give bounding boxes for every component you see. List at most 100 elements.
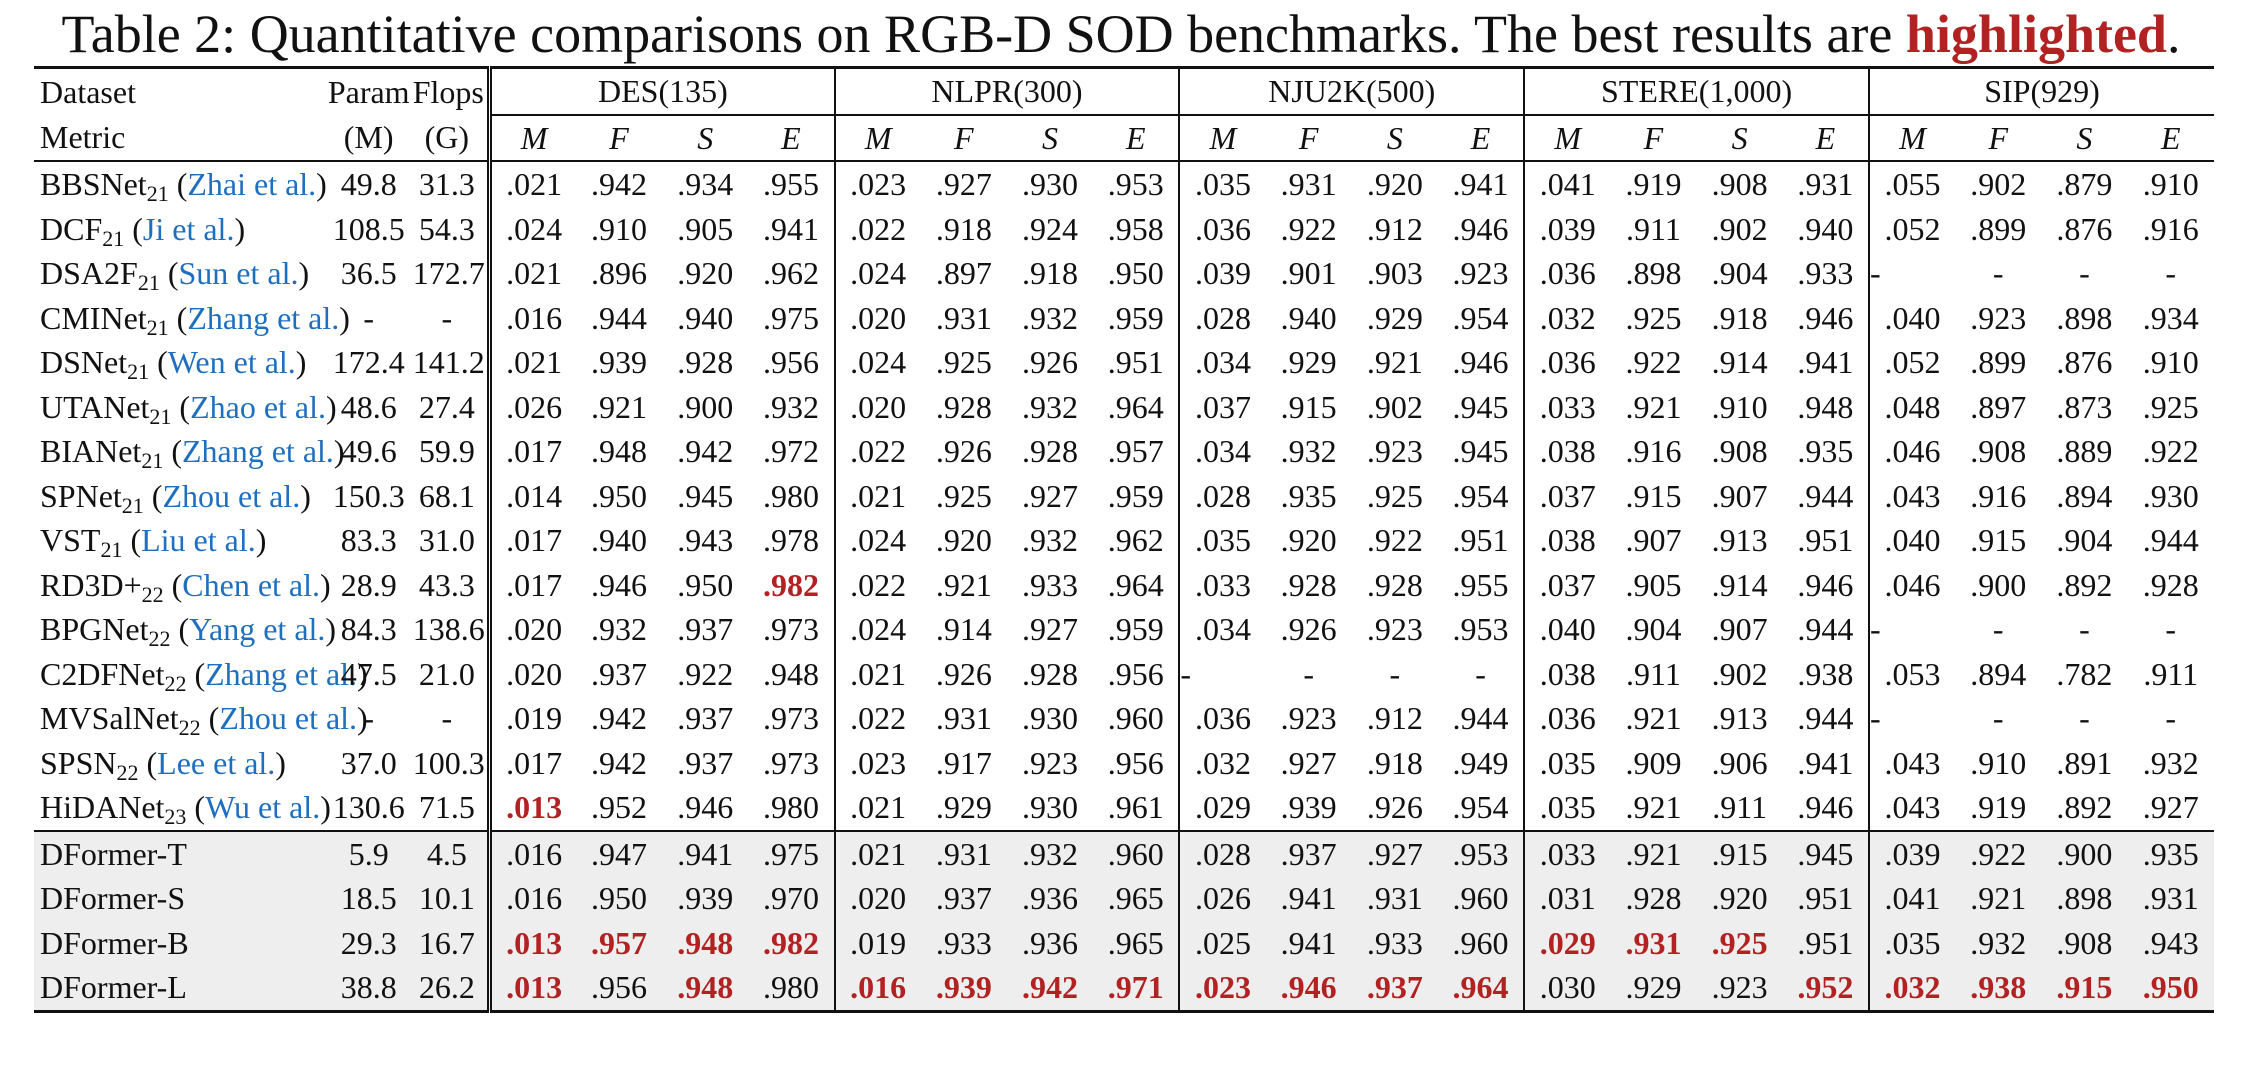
metric-value: .021 (506, 255, 563, 292)
citation-link[interactable]: Ji et al. (142, 210, 235, 247)
citation-link[interactable]: Zhang et al. (205, 655, 358, 692)
metric-value: .903 (1366, 255, 1423, 292)
metric-value: .024 (850, 344, 907, 381)
metric-value: .945 (1782, 829, 1870, 876)
citation-link[interactable]: Zhang et al. (181, 433, 334, 470)
metric-value: .951 (1782, 518, 1870, 563)
citation-link[interactable]: Wu et al. (205, 789, 321, 826)
metric-value: .036 (1194, 210, 1251, 247)
metric-value: .932 (1022, 299, 1079, 336)
metric-value: .918 (1022, 255, 1079, 292)
metric-value: .946 (1782, 295, 1870, 340)
metric-value: .937 (1351, 965, 1438, 1013)
method-cell: HiDANet23 (Wu et al.) (40, 789, 331, 830)
citation-link[interactable]: Chen et al. (182, 566, 320, 603)
double-rule (480, 740, 493, 785)
metric-value: .932 (591, 611, 648, 648)
metric-value: .032 (1868, 965, 1956, 1013)
metric-value: .034 (1194, 611, 1251, 648)
citation-link[interactable]: Zhao et al. (190, 388, 326, 425)
metric-value: .028 (1194, 477, 1251, 514)
citation-link[interactable]: Yang et al. (189, 611, 326, 648)
citation-link[interactable]: Zhai et al. (187, 166, 317, 203)
table-row: SPSN22 (Lee et al.) 37.0 100.3 .017 .942 .937… (34, 740, 2214, 785)
citation-link[interactable]: Wen et al. (167, 344, 296, 381)
results-table: Dataset Param Flops DES(135) NLPR(300) NJU2K(… (34, 66, 2214, 1013)
metric-value: .905 (677, 210, 734, 247)
metric-value: .958 (1093, 206, 1181, 251)
metric-value: .922 (677, 655, 734, 692)
metric-value: .960 (1437, 920, 1526, 965)
metric-value: .944 (2142, 522, 2199, 559)
metric-value: .019 (506, 700, 563, 737)
header-row-datasets: Dataset Param Flops DES(135) NLPR(300) NJU2K(… (34, 66, 2214, 116)
metric-value: .040 (1884, 299, 1941, 336)
metric-value: .906 (1711, 744, 1768, 781)
metric-value: .033 (1524, 829, 1611, 876)
table-row: RD3D+22 (Chen et al.) 28.9 43.3 .017 .946 .95… (34, 562, 2214, 607)
metric-value: .931 (1351, 876, 1438, 921)
double-rule (480, 206, 493, 251)
metric-value: .932 (2142, 744, 2199, 781)
metric-value: .930 (1006, 160, 1094, 207)
metric-value: .024 (506, 210, 563, 247)
citation-link[interactable]: Zhou et al. (219, 700, 358, 737)
metric-value: .898 (2041, 876, 2128, 921)
method-name: UTANet (40, 388, 150, 425)
metric-value: .939 (591, 344, 648, 381)
method-cell: C2DFNet22 (Zhang et al.) (40, 655, 368, 696)
table-row: DSA2F21 (Sun et al.) 36.5 172.7 .021 .896 .92… (34, 251, 2214, 296)
metric-value: .942 (591, 744, 648, 781)
metric-value: .922 (1625, 344, 1682, 381)
metric-value: .913 (1711, 522, 1768, 559)
metric-value: .036 (1539, 700, 1596, 737)
method-cell: DCF21 (Ji et al.) (40, 210, 246, 251)
method-cell: DFormer-S (34, 876, 325, 921)
metric-value: .035 (1179, 160, 1266, 207)
metric-value: .938 (1782, 651, 1870, 696)
table-row: BIANet21 (Zhang et al.) 49.6 59.9 .017 .948.… (34, 429, 2214, 474)
metric-value: .918 (1711, 299, 1768, 336)
metric-value: .932 (1955, 920, 2042, 965)
method-name: DFormer-T (40, 835, 187, 872)
method-year: 22 (141, 581, 164, 607)
citation-link[interactable]: Lee et al. (157, 744, 276, 781)
metric-value: .037 (1194, 388, 1251, 425)
metric-value: .912 (1366, 700, 1423, 737)
metric-value: .929 (1280, 344, 1337, 381)
metric-header: E (2160, 119, 2181, 156)
metric-header: F (1298, 119, 1319, 156)
metric-value: .921 (591, 388, 648, 425)
metric-value: .043 (1884, 744, 1941, 781)
metric-value: .914 (1711, 344, 1768, 381)
param-cell: 47.5 (340, 655, 397, 692)
metric-value: .907 (1711, 477, 1768, 514)
metric-value: .948 (591, 433, 648, 470)
metric-value: .039 (1539, 210, 1596, 247)
citation-link[interactable]: Zhou et al. (162, 477, 301, 514)
metric-value: .960 (1093, 696, 1181, 741)
metric-value: .031 (1524, 876, 1611, 921)
metric-value: .046 (1884, 566, 1941, 603)
citation-link[interactable]: Liu et al. (141, 522, 256, 559)
metric-value: - (1869, 700, 1881, 737)
metric-value: .926 (935, 655, 992, 692)
method-cell: BIANet21 (Zhang et al.) (40, 433, 345, 474)
citation-link[interactable]: Sun et al. (178, 255, 299, 292)
citation-link[interactable]: Zhang et al. (187, 299, 340, 336)
metric-value: .948 (662, 965, 749, 1013)
metric-header: F (1643, 119, 1664, 156)
flops-cell: 4.5 (412, 829, 481, 876)
metric-value: - (1869, 611, 1881, 648)
metric-value: .943 (2127, 920, 2214, 965)
flops-cell: - (441, 700, 453, 737)
metric-value: .040 (1884, 522, 1941, 559)
metric-value: .933 (1351, 920, 1438, 965)
metric-value: .923 (1696, 965, 1783, 1013)
flops-cell: 68.1 (418, 477, 475, 514)
metric-value: .950 (575, 876, 663, 921)
metric-value: .937 (591, 655, 648, 692)
method-name: SPNet (40, 477, 122, 514)
metric-value: - (1992, 255, 2004, 292)
double-rule (480, 965, 493, 1013)
